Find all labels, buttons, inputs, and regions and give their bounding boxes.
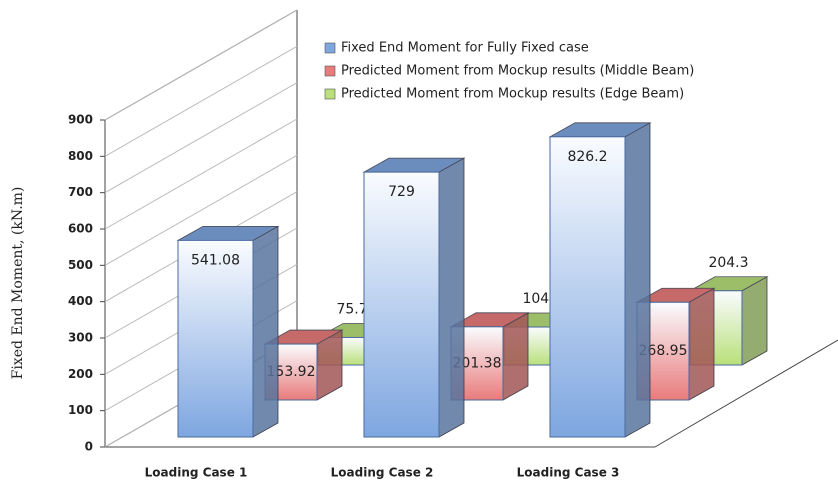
bar	[362, 157, 466, 438]
bar-side	[438, 157, 465, 438]
grid-line	[104, 82, 298, 194]
x-tick-label: Loading Case 2	[331, 466, 434, 480]
bar-front	[363, 171, 440, 438]
data-label: 153.92	[267, 364, 316, 380]
legend-swatch	[324, 88, 336, 100]
y-tick-label: 600	[68, 222, 93, 236]
bar-side	[741, 276, 768, 366]
legend-label: Predicted Moment from Mockup results (Mi…	[341, 64, 694, 79]
grid-line	[104, 45, 298, 157]
y-tick-label: 100	[68, 403, 93, 417]
x-tick-label: Loading Case 3	[517, 466, 620, 480]
bar	[176, 225, 280, 438]
x-tick-label: Loading Case 1	[145, 466, 248, 480]
bar-side	[624, 122, 651, 438]
grid-line	[104, 154, 298, 266]
y-tick-label: 400	[68, 294, 93, 308]
bar-front	[549, 136, 626, 438]
y-tick-label: 300	[68, 331, 93, 345]
data-label: 826.2	[567, 149, 607, 165]
y-tick-label: 900	[68, 113, 93, 127]
grid-line	[104, 9, 298, 121]
y-axis-label: Fixed End Moment, (kN.m)	[10, 187, 26, 380]
bar-side	[688, 287, 715, 401]
y-tick-label: 500	[68, 258, 93, 272]
bar-side	[252, 225, 279, 438]
data-label: 541.08	[191, 252, 240, 268]
y-tick-label: 800	[68, 149, 93, 163]
legend-label: Predicted Moment from Mockup results (Ed…	[341, 87, 684, 102]
data-label: 204.3	[708, 255, 748, 271]
y-tick-label: 700	[68, 185, 93, 199]
bar-side	[502, 312, 529, 401]
legend-swatch	[324, 42, 336, 54]
y-tick-label: 200	[68, 367, 93, 381]
legend-swatch	[324, 65, 336, 77]
y-tick-label: 0	[85, 440, 93, 454]
data-label: 729	[388, 184, 415, 200]
data-label: 201.38	[453, 355, 502, 371]
bar-front	[177, 239, 254, 438]
legend-label: Fixed End Moment for Fully Fixed case	[341, 41, 589, 56]
data-label: 268.95	[639, 343, 688, 359]
grid-line	[104, 118, 298, 230]
bar	[548, 122, 652, 438]
